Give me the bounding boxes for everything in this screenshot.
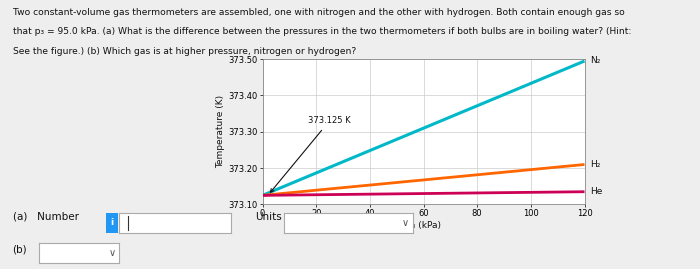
Y-axis label: Temperature (K): Temperature (K): [216, 95, 225, 168]
Text: (b): (b): [13, 245, 27, 255]
Text: N₂: N₂: [590, 56, 600, 65]
Text: Two constant-volume gas thermometers are assembled, one with nitrogen and the ot: Two constant-volume gas thermometers are…: [13, 8, 624, 17]
Text: (a)   Number: (a) Number: [13, 211, 78, 222]
Text: that p₃ = 95.0 kPa. (a) What is the difference between the pressures in the two : that p₃ = 95.0 kPa. (a) What is the diff…: [13, 27, 631, 36]
Text: ∨: ∨: [109, 248, 116, 258]
Text: He: He: [590, 187, 602, 196]
Text: H₂: H₂: [590, 160, 600, 169]
Text: See the figure.) (b) Which gas is at higher pressure, nitrogen or hydrogen?: See the figure.) (b) Which gas is at hig…: [13, 47, 356, 56]
Text: 373.125 K: 373.125 K: [270, 116, 351, 192]
Text: Units: Units: [256, 211, 282, 222]
X-axis label: β₃ (kPa): β₃ (kPa): [406, 221, 441, 230]
Text: i: i: [111, 218, 113, 227]
Text: ∨: ∨: [402, 218, 409, 228]
